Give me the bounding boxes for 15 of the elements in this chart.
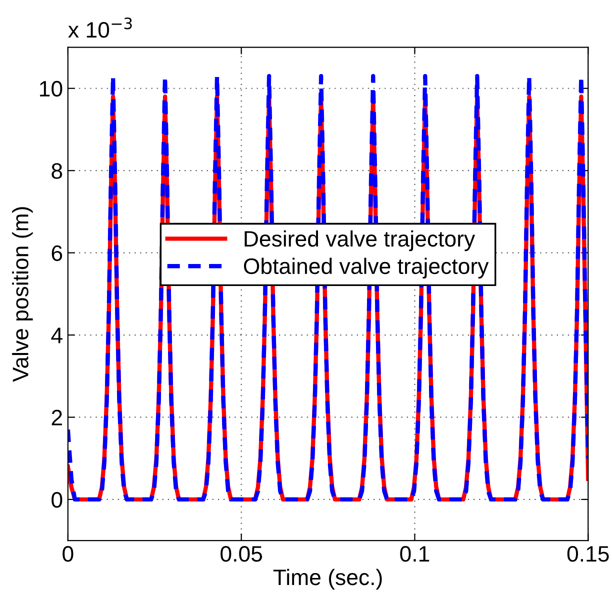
x-tick-label: 0.15 (567, 546, 609, 562)
legend-label: Desired valve trajectory (244, 230, 476, 252)
y-tick-label: 6 (52, 245, 62, 262)
y-axis-title: Valve position (m) (12, 207, 33, 382)
y-tick-label: 4 (51, 328, 62, 344)
x-tick-label: 0 (62, 546, 74, 562)
x-tick-label: 0.05 (220, 546, 262, 562)
x-tick-label: 0.1 (400, 546, 430, 562)
y-tick-label: 0 (52, 492, 62, 508)
y-tick-label: 8 (52, 163, 62, 179)
y-tick-label: 2 (52, 410, 62, 426)
y-tick-label: 10 (40, 80, 62, 97)
x-axis-title: Time (sec.) (273, 568, 382, 590)
legend-label: Obtained valve trajectory (244, 258, 489, 278)
text: x 10$^{−3}$ (68, 18, 132, 38)
